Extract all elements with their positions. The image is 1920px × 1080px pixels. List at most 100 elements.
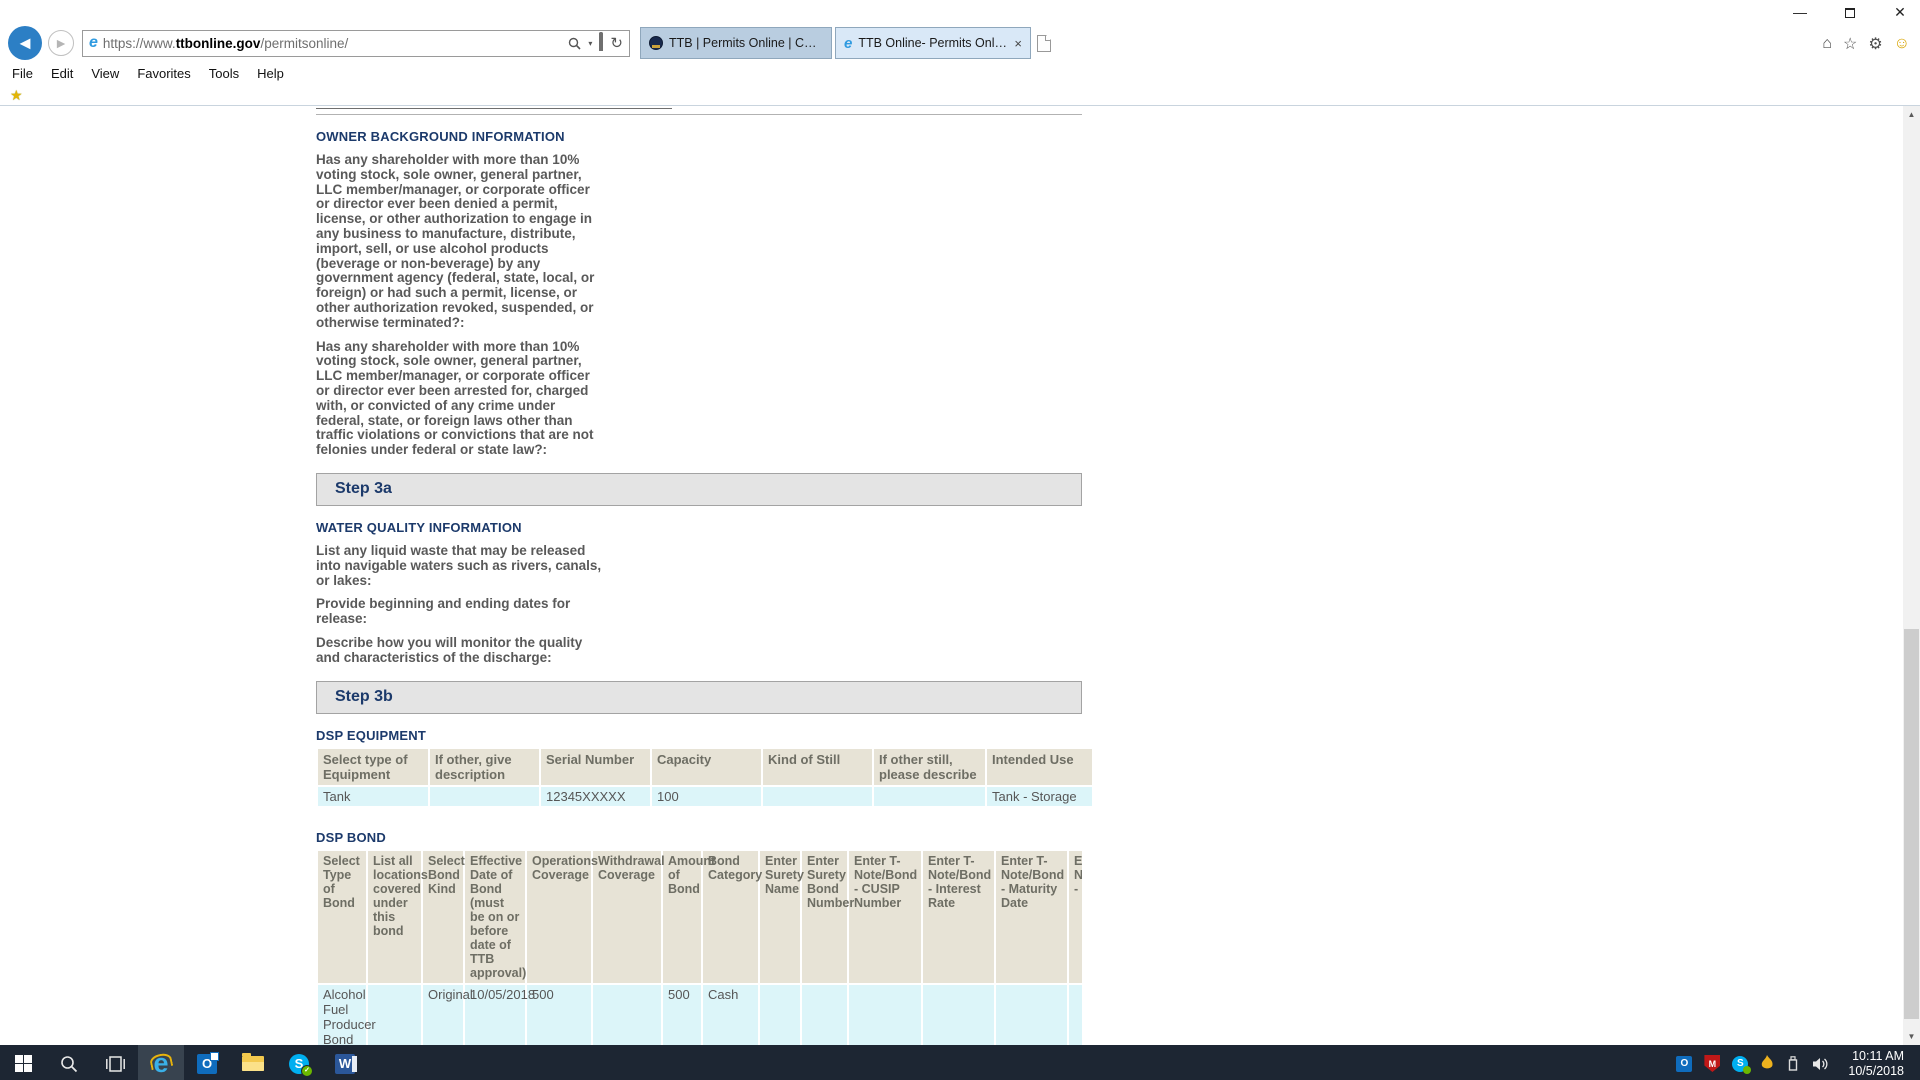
column-header: Select Bond Kind — [423, 850, 465, 983]
taskbar-search-button[interactable] — [46, 1045, 92, 1080]
tray-flame-icon[interactable] — [1760, 1055, 1774, 1072]
system-tray: O M S 10:11 AM 10/5/2018 — [1676, 1045, 1920, 1080]
restore-icon[interactable] — [1840, 2, 1860, 22]
taskbar-ie-button[interactable]: e — [138, 1045, 184, 1080]
menu-bar: File Edit View Favorites Tools Help — [0, 62, 1920, 85]
feedback-smiley-icon[interactable]: ☺ — [1893, 35, 1910, 52]
back-button[interactable]: ◄ — [8, 26, 42, 60]
taskbar-skype-button[interactable]: S — [276, 1045, 322, 1080]
step-3b-header: Step 3b — [316, 680, 1082, 714]
column-header: Bond Category — [703, 850, 762, 983]
title-bar: — ✕ — [0, 0, 1920, 24]
table-cell — [802, 984, 847, 1045]
column-header: Enter Surety Bond Number — [802, 850, 854, 983]
taskbar-clock[interactable]: 10:11 AM 10/5/2018 — [1842, 1049, 1910, 1079]
scroll-up-icon[interactable]: ▲ — [1907, 110, 1916, 119]
forward-button[interactable]: ► — [48, 30, 74, 56]
column-header: If other, give description — [430, 748, 539, 785]
url-text[interactable]: https://www.ttbonline.gov/permitsonline/ — [102, 35, 349, 51]
column-header: Operations Coverage — [527, 850, 598, 983]
navigation-bar: ◄ ► e https://www.ttbonline.gov/permitso… — [0, 24, 1920, 62]
mcafee-shield-icon[interactable]: M — [1704, 1055, 1721, 1072]
column-header: Amount of Bond — [663, 850, 715, 983]
column-header: Kind of Still — [763, 748, 872, 785]
tab-close-icon[interactable]: × — [1014, 35, 1022, 51]
search-dropdown-icon[interactable]: ▾ — [588, 38, 593, 48]
table-cell — [996, 984, 1067, 1045]
table-cell: Tank — [318, 786, 428, 806]
new-tab-button[interactable] — [1037, 34, 1051, 52]
tab-ttb-online-active[interactable]: e TTB Online- Permits Online... × — [835, 27, 1031, 59]
table-cell — [923, 984, 994, 1045]
word-icon: W — [335, 1053, 357, 1074]
favorites-star-icon[interactable]: ☆ — [1842, 36, 1858, 53]
scrollbar-thumb[interactable] — [1904, 629, 1919, 1019]
table-cell: Cash — [703, 984, 758, 1045]
home-icon[interactable]: ⌂ — [1822, 35, 1832, 52]
menu-file[interactable]: File — [12, 66, 33, 81]
column-header: Enter T-Note/Bond - Maturity Date — [996, 850, 1067, 983]
water-quality-question-1: List any liquid waste that may be releas… — [316, 542, 602, 588]
table-cell: Alcohol Fuel Producer Bond — [318, 984, 376, 1045]
close-icon[interactable]: ✕ — [1894, 4, 1906, 20]
search-icon[interactable] — [568, 37, 581, 50]
page-viewport: OWNER BACKGROUND INFORMATION Has any sha… — [0, 106, 1920, 1045]
file-explorer-icon — [242, 1053, 264, 1071]
owner-background-heading: OWNER BACKGROUND INFORMATION — [316, 129, 565, 144]
column-header: Enter T-Note/Bond - CUSIP Number — [849, 850, 921, 983]
refresh-icon[interactable]: ↻ — [610, 35, 623, 52]
dsp-equipment-table: Select type of Equipment If other, give … — [316, 747, 1094, 808]
column-header: Intended Use — [987, 748, 1092, 785]
tray-skype-icon[interactable]: S — [1732, 1055, 1752, 1074]
column-header: If other still, please describe — [874, 748, 985, 785]
table-cell — [430, 786, 539, 806]
column-header: Enter Surety Name — [760, 850, 804, 983]
favorites-bar: ★ — [0, 85, 1920, 106]
table-row: Tank 12345XXXXX 100 Tank - Storage — [318, 786, 1092, 806]
menu-view[interactable]: View — [91, 66, 120, 81]
page-content: OWNER BACKGROUND INFORMATION Has any sha… — [316, 106, 1092, 1045]
menu-edit[interactable]: Edit — [50, 66, 74, 81]
menu-tools[interactable]: Tools — [208, 66, 240, 81]
owner-background-question-2: Has any shareholder with more than 10% v… — [316, 338, 594, 458]
taskbar-outlook-button[interactable]: O — [184, 1045, 230, 1080]
browser-window: — ✕ ◄ ► e https://www.ttbonline.gov/perm… — [0, 0, 1920, 1045]
menu-favorites[interactable]: Favorites — [137, 66, 191, 81]
clock-date: 10/5/2018 — [1848, 1063, 1904, 1078]
task-view-icon — [105, 1055, 125, 1072]
windows-taskbar: e O S W O M S 10:11 AM 10/5/2018 — [0, 1045, 1920, 1080]
section-divider — [316, 114, 1082, 115]
table-cell: 100 — [652, 786, 761, 806]
minimize-icon[interactable]: — — [1793, 4, 1807, 20]
start-button[interactable] — [0, 1045, 46, 1080]
column-header: List all locations covered under this bo… — [368, 850, 428, 983]
taskbar-file-explorer-button[interactable] — [230, 1045, 276, 1080]
column-header: Select Type of Bond — [318, 850, 366, 983]
volume-speaker-icon[interactable] — [1812, 1056, 1830, 1072]
water-quality-heading: WATER QUALITY INFORMATION — [316, 519, 522, 535]
scroll-down-icon[interactable]: ▼ — [1907, 1032, 1916, 1041]
menu-help[interactable]: Help — [257, 66, 284, 81]
address-bar[interactable]: e https://www.ttbonline.gov/permitsonlin… — [82, 29, 630, 57]
table-cell — [849, 984, 921, 1045]
taskbar-word-button[interactable]: W — [322, 1045, 368, 1080]
task-view-button[interactable] — [92, 1045, 138, 1080]
water-quality-question-2: Provide beginning and ending dates for r… — [316, 596, 571, 627]
clock-time: 10:11 AM — [1852, 1048, 1904, 1063]
tab-ttb-permits-online[interactable]: TTB | Permits Online | Custom... — [640, 27, 832, 59]
table-cell — [1069, 984, 1082, 1045]
table-cell: 500 — [527, 984, 591, 1045]
settings-gear-icon[interactable]: ⚙ — [1868, 36, 1883, 53]
step-3a-header: Step 3a — [316, 472, 1082, 506]
vertical-scrollbar[interactable]: ▲ ▼ — [1903, 106, 1920, 1045]
add-favorite-star-icon[interactable]: ★ — [10, 86, 23, 103]
column-header: Enter T-Note/Bond - Issue — [1069, 850, 1082, 983]
column-header: Withdrawal Coverage — [593, 850, 665, 983]
tray-outlook-icon[interactable]: O — [1676, 1055, 1693, 1072]
internet-explorer-icon: e — [153, 1048, 169, 1078]
section-divider — [316, 108, 672, 109]
column-header: Serial Number — [541, 748, 650, 785]
ie-favicon: e — [844, 34, 853, 52]
ttb-favicon — [649, 36, 663, 50]
usb-device-icon[interactable] — [1786, 1055, 1800, 1072]
